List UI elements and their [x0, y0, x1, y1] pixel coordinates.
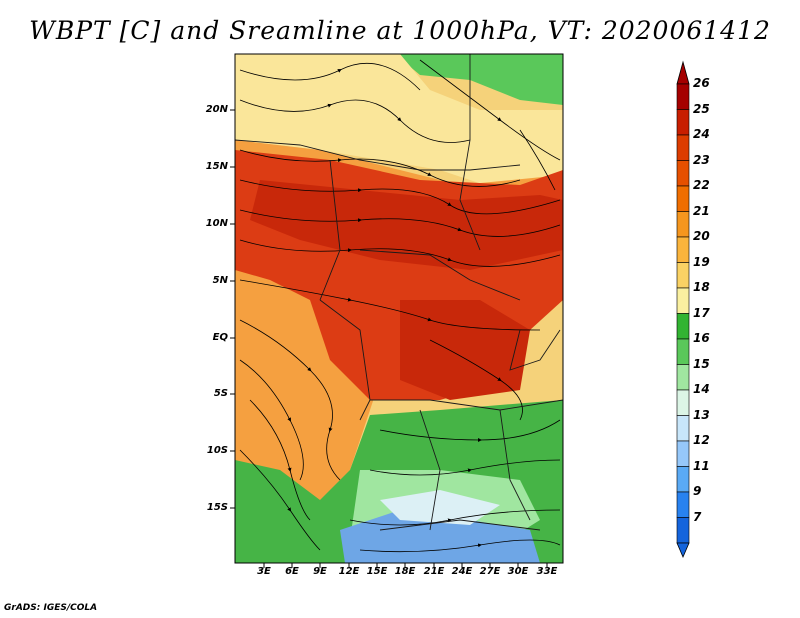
colorbar-label: 24	[693, 127, 710, 141]
lon-label: 33E	[536, 566, 558, 577]
lon-ticks	[263, 563, 548, 568]
streamline	[239, 63, 421, 91]
streamline	[359, 539, 561, 553]
colorbar-label: 23	[693, 152, 710, 167]
colorbar-swatch	[676, 160, 690, 187]
colorbar-swatch	[676, 440, 690, 467]
colorbar-label: 17	[693, 305, 710, 320]
colorbar-top-arrow	[676, 60, 690, 85]
colorbar-swatch	[676, 491, 690, 518]
lon-label: 27E	[479, 566, 501, 577]
streamlines	[239, 59, 561, 553]
colorbar-swatch	[676, 185, 690, 212]
lon-label: 15E	[366, 566, 388, 577]
streamline	[239, 449, 321, 551]
lon-label: 12E	[338, 566, 360, 577]
colorbar-label: 9	[693, 484, 702, 498]
lon-label: 21E	[423, 566, 445, 577]
streamline	[239, 99, 471, 143]
streamline	[239, 279, 541, 331]
colorbar-swatch	[676, 262, 690, 289]
colorbar-label: 13	[693, 407, 710, 422]
colorbar-label: 26	[693, 76, 710, 90]
lat-label: 15S	[206, 502, 228, 513]
lat-label: 10N	[205, 218, 228, 229]
colorbar-label: 21	[693, 203, 710, 218]
lon-label: 18E	[394, 566, 416, 577]
lat-label: EQ	[212, 332, 228, 343]
colorbar-swatch	[676, 415, 690, 442]
lon-label: 30E	[507, 566, 529, 577]
colorbar-label: 15	[693, 356, 710, 371]
colorbar-label: 14	[693, 382, 710, 396]
streamline	[519, 129, 556, 191]
colorbar-swatch	[676, 134, 690, 161]
colorbar-swatch	[676, 364, 690, 391]
colorbar-swatch	[676, 517, 690, 544]
colorbar-swatch	[676, 466, 690, 493]
lon-label: 6E	[285, 566, 299, 577]
streamline	[429, 339, 523, 421]
field-sahel-yellow	[235, 54, 563, 190]
lat-ticks	[230, 109, 235, 509]
chart-title: WBPT [C] and Sreamline at 1000hPa, VT: 2…	[29, 16, 771, 45]
lon-label: 3E	[257, 566, 271, 577]
country-borders	[235, 54, 563, 531]
streamline	[239, 179, 561, 215]
colorbar-swatch	[676, 287, 690, 314]
lat-label: 10S	[206, 445, 228, 456]
streamline	[239, 359, 304, 481]
streamline	[369, 459, 561, 476]
streamline	[419, 59, 561, 161]
lat-label: 15N	[205, 161, 228, 172]
colorbar	[676, 60, 690, 559]
streamline	[239, 209, 561, 237]
temperature-field	[235, 54, 563, 563]
colorbar-label: 16	[693, 331, 710, 345]
colorbar-label: 7	[693, 509, 702, 524]
colorbar-label: 19	[693, 254, 710, 269]
lon-label: 24E	[451, 566, 473, 577]
lat-label: 5N	[212, 275, 228, 286]
colorbar-swatch	[676, 109, 690, 136]
colorbar-label: 20	[693, 229, 710, 243]
colorbar-label: 25	[693, 101, 710, 116]
streamline	[239, 319, 341, 481]
streamline	[379, 419, 561, 443]
lon-label: 9E	[313, 566, 327, 577]
lat-label: 20N	[205, 104, 228, 115]
map-frame	[234, 53, 564, 564]
streamline	[239, 149, 521, 187]
streamline	[349, 509, 561, 526]
colorbar-bottom-arrow	[676, 542, 690, 559]
credit-text: GrADS: IGES/COLA	[4, 603, 98, 613]
colorbar-label: 22	[693, 178, 710, 192]
colorbar-label: 11	[693, 458, 710, 473]
field-southern-blue	[340, 510, 540, 563]
lat-label: 5S	[213, 388, 228, 399]
colorbar-swatch	[676, 338, 690, 365]
streamline	[239, 239, 561, 267]
streamline	[249, 399, 311, 521]
colorbar-swatch	[676, 313, 690, 340]
colorbar-swatch	[676, 211, 690, 238]
colorbar-swatch	[676, 236, 690, 263]
field-north-green	[395, 54, 563, 105]
colorbar-swatch	[676, 83, 690, 110]
colorbar-label: 12	[693, 433, 710, 447]
colorbar-swatch	[676, 389, 690, 416]
colorbar-label: 18	[693, 280, 710, 294]
field-southeast-red	[400, 300, 530, 400]
